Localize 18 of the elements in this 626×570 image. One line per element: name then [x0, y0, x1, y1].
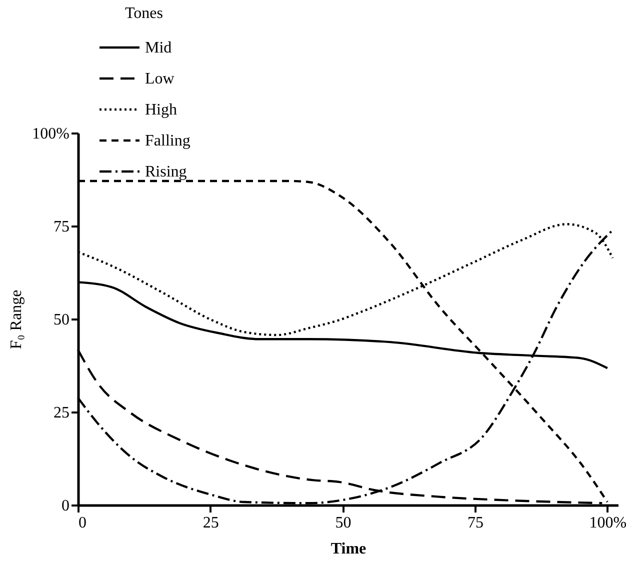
y-tick-label: 50 [54, 312, 70, 328]
legend-label: Rising [145, 164, 187, 180]
x-axis-title: Time [330, 540, 366, 558]
legend-label: High [145, 102, 177, 118]
y-tick-label: 75 [54, 218, 70, 236]
y-tick-label: 100% [32, 126, 70, 142]
y-tick-label: 0 [62, 498, 70, 514]
y-tick-label: 25 [54, 404, 70, 422]
x-tick-label: 100% [589, 514, 626, 532]
legend-title: Tones [125, 5, 163, 22]
legend-label: Low [145, 70, 175, 88]
x-tick-label: 50 [335, 514, 352, 532]
x-tick-label: 25 [202, 514, 219, 532]
x-tick-label: 75 [468, 514, 484, 532]
x-tick-label: 0 [78, 514, 86, 532]
legend-label: Mid [145, 40, 172, 56]
y-axis-title: F₀ Range [8, 290, 26, 350]
legend-label: Falling [145, 132, 190, 150]
